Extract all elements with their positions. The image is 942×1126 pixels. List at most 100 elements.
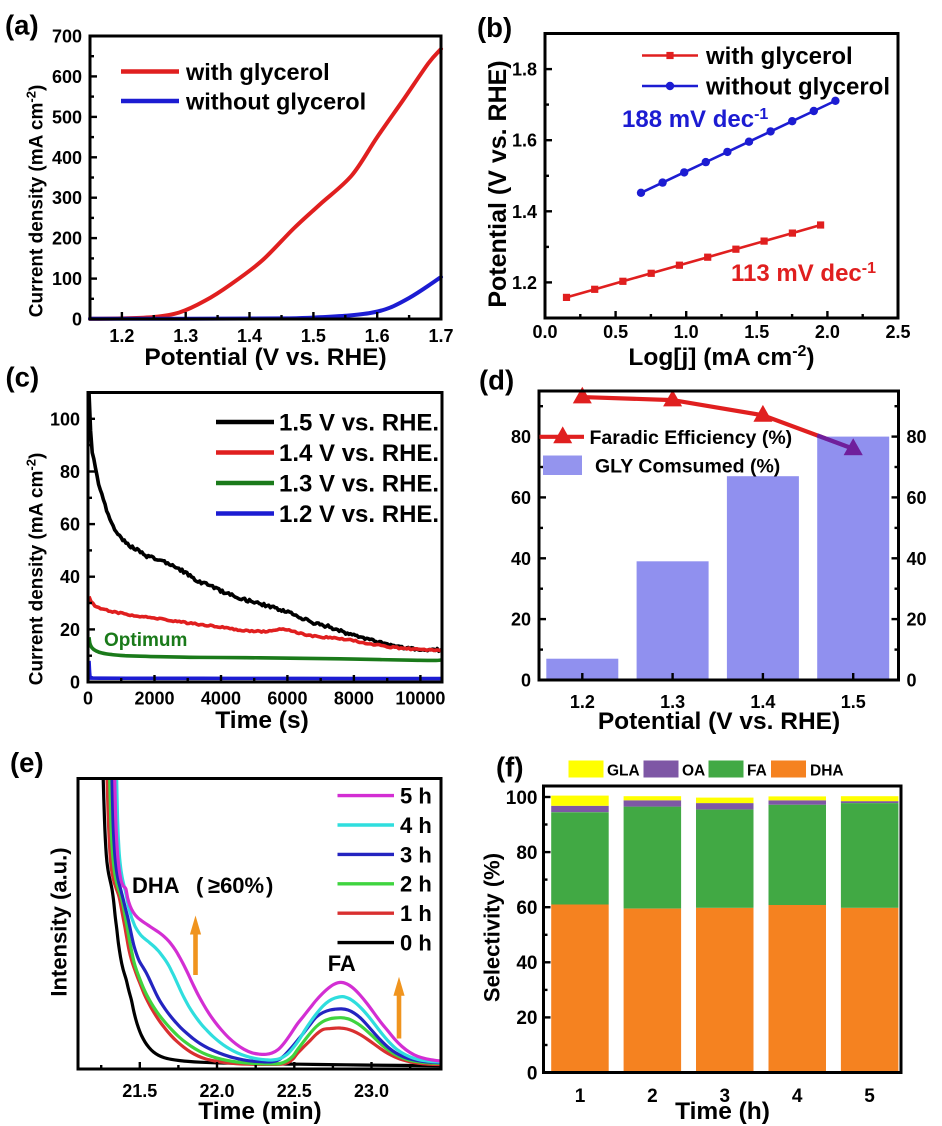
- svg-text:with glycerol: with glycerol: [705, 43, 853, 70]
- svg-text:1.2: 1.2: [570, 692, 595, 712]
- svg-text:500: 500: [52, 107, 82, 127]
- svg-text:20: 20: [511, 610, 531, 630]
- svg-text:20: 20: [907, 610, 927, 630]
- svg-text:0.5: 0.5: [603, 322, 628, 342]
- svg-text:(a): (a): [5, 10, 39, 41]
- svg-text:23.0: 23.0: [354, 1081, 389, 1101]
- svg-text:188 mV dec-1: 188 mV dec-1: [622, 106, 768, 133]
- svg-text:700: 700: [52, 27, 82, 47]
- svg-text:1.2: 1.2: [512, 273, 537, 293]
- svg-text:80: 80: [516, 843, 537, 864]
- svg-text:without glycerol: without glycerol: [705, 74, 890, 101]
- svg-text:(f): (f): [496, 752, 523, 783]
- svg-text:1.3 V vs. RHE.: 1.3 V vs. RHE.: [279, 471, 439, 498]
- svg-text:2: 2: [647, 1086, 658, 1107]
- svg-text:Current density (mA cm-2): Current density (mA cm-2): [24, 453, 48, 686]
- svg-text:40: 40: [60, 567, 80, 587]
- svg-text:100: 100: [50, 409, 80, 429]
- svg-text:≥60%: ≥60%: [208, 873, 264, 898]
- svg-text:DHA: DHA: [132, 873, 180, 898]
- svg-text:0: 0: [70, 673, 80, 693]
- svg-text:1.5: 1.5: [301, 326, 326, 346]
- svg-text:113 mV dec-1: 113 mV dec-1: [731, 260, 876, 287]
- svg-text:1.2 V vs. RHE.: 1.2 V vs. RHE.: [279, 501, 439, 528]
- svg-text:GLY Comsumed (%): GLY Comsumed (%): [595, 456, 780, 478]
- svg-text:100: 100: [52, 269, 82, 289]
- svg-text:60: 60: [907, 488, 927, 508]
- svg-text:with glycerol: with glycerol: [185, 59, 330, 85]
- svg-text:1.2: 1.2: [109, 326, 134, 346]
- svg-text:40: 40: [907, 549, 927, 569]
- svg-text:0: 0: [72, 310, 82, 330]
- svg-text:22.0: 22.0: [200, 1081, 235, 1101]
- svg-text:(b): (b): [477, 12, 512, 43]
- svg-text:60: 60: [516, 898, 537, 919]
- svg-text:80: 80: [60, 462, 80, 482]
- svg-text:4: 4: [792, 1086, 803, 1107]
- svg-text:Selectivity (%): Selectivity (%): [480, 853, 505, 1002]
- svg-text:80: 80: [907, 427, 927, 447]
- svg-text:0: 0: [83, 689, 93, 709]
- svg-text:0: 0: [527, 1063, 538, 1084]
- svg-text:Current density (mA cm-2): Current density (mA cm-2): [24, 85, 48, 318]
- svg-text:1.6: 1.6: [512, 131, 537, 151]
- svg-text:4 h: 4 h: [400, 813, 432, 838]
- svg-text:600: 600: [52, 67, 82, 87]
- svg-text:Faradic Efficiency (%): Faradic Efficiency (%): [590, 427, 793, 449]
- svg-text:1.4: 1.4: [237, 326, 262, 346]
- svg-text:GLA: GLA: [607, 763, 640, 780]
- svg-text:0 h: 0 h: [400, 931, 432, 956]
- svg-text:5 h: 5 h: [400, 784, 432, 809]
- svg-text:2.5: 2.5: [885, 322, 910, 342]
- svg-text:60: 60: [511, 488, 531, 508]
- svg-text:Time (s): Time (s): [215, 707, 309, 734]
- svg-text:3 h: 3 h: [400, 842, 432, 867]
- svg-text:1: 1: [575, 1086, 586, 1107]
- svg-text:Intensity (a.u.): Intensity (a.u.): [47, 847, 72, 996]
- svg-text:Time (min): Time (min): [198, 1098, 321, 1125]
- svg-text:4000: 4000: [201, 689, 241, 709]
- svg-text:1.0: 1.0: [674, 322, 699, 342]
- svg-text:400: 400: [52, 148, 82, 168]
- svg-text:1.4: 1.4: [512, 202, 537, 222]
- svg-text:): ): [266, 873, 273, 898]
- svg-text:OA: OA: [682, 763, 705, 780]
- svg-text:20: 20: [60, 620, 80, 640]
- svg-text:DHA: DHA: [810, 763, 844, 780]
- svg-text:FA: FA: [747, 763, 767, 780]
- svg-text:21.5: 21.5: [122, 1081, 157, 1101]
- svg-text:200: 200: [52, 229, 82, 249]
- svg-text:without glycerol: without glycerol: [185, 89, 366, 115]
- svg-text:80: 80: [511, 427, 531, 447]
- svg-text:22.5: 22.5: [277, 1081, 312, 1101]
- svg-text:3: 3: [720, 1086, 731, 1107]
- svg-text:1.4 V vs. RHE.: 1.4 V vs. RHE.: [279, 440, 439, 467]
- svg-text:2.0: 2.0: [815, 322, 840, 342]
- svg-text:Potential (V vs. RHE): Potential (V vs. RHE): [144, 344, 386, 371]
- svg-text:8000: 8000: [334, 689, 374, 709]
- svg-text:100: 100: [506, 788, 538, 809]
- svg-text:(d): (d): [479, 365, 514, 396]
- svg-text:(: (: [196, 873, 204, 898]
- svg-text:1.5 V vs. RHE.: 1.5 V vs. RHE.: [279, 410, 439, 437]
- svg-text:1.6: 1.6: [365, 326, 390, 346]
- svg-text:Potential (V vs. RHE): Potential (V vs. RHE): [598, 708, 840, 735]
- svg-text:0: 0: [907, 671, 917, 691]
- svg-text:2 h: 2 h: [400, 872, 432, 897]
- svg-text:Optimum: Optimum: [104, 630, 187, 651]
- svg-text:1.5: 1.5: [744, 322, 769, 342]
- svg-text:1.5: 1.5: [841, 692, 866, 712]
- svg-text:40: 40: [511, 549, 531, 569]
- svg-text:(e): (e): [10, 747, 44, 778]
- svg-text:FA: FA: [328, 951, 356, 976]
- svg-text:10000: 10000: [395, 689, 445, 709]
- svg-text:300: 300: [52, 188, 82, 208]
- svg-text:1.7: 1.7: [428, 326, 453, 346]
- svg-text:2000: 2000: [134, 689, 174, 709]
- svg-text:20: 20: [516, 1008, 537, 1029]
- svg-text:1.8: 1.8: [512, 60, 537, 80]
- svg-text:Time (h): Time (h): [675, 1098, 770, 1125]
- svg-text:0.0: 0.0: [532, 322, 557, 342]
- svg-text:6000: 6000: [267, 689, 307, 709]
- svg-text:Log[j] (mA cm-2): Log[j] (mA cm-2): [628, 343, 814, 371]
